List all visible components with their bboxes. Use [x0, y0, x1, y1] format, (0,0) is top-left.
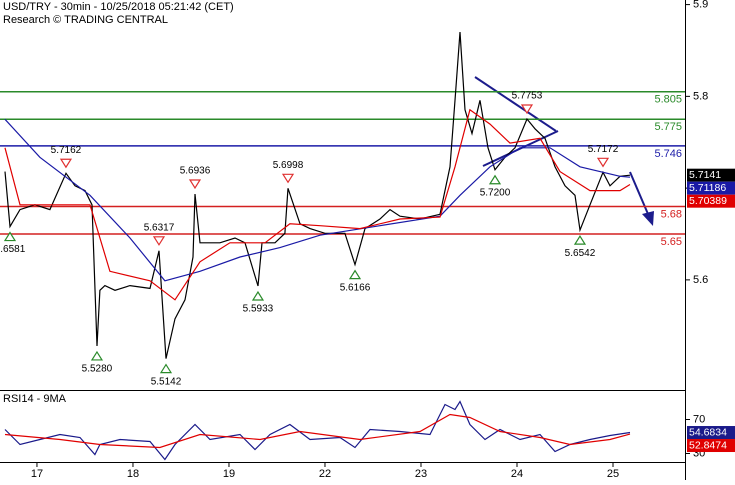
- marker-label: 5.7172: [588, 144, 619, 155]
- last-value-label: 54.6834: [689, 426, 727, 438]
- series-line: [4, 108, 631, 301]
- marker-label: 5.7162: [51, 145, 82, 156]
- high-marker: [596, 157, 610, 168]
- chart-subtitle: Research © TRADING CENTRAL: [3, 14, 168, 26]
- last-value-label: 52.8474: [689, 439, 727, 451]
- chart-title: USD/TRY - 30min - 10/25/2018 05:21:42 (C…: [3, 1, 234, 13]
- marker-label: 5.7753: [512, 91, 543, 102]
- last-value-label: 5.7141: [689, 169, 721, 181]
- low-marker: [488, 174, 502, 185]
- low-marker: [90, 350, 104, 361]
- last-value-box: [687, 426, 735, 440]
- series-line: [4, 118, 631, 282]
- level-label: 5.68: [661, 208, 682, 220]
- marker-label: 5.6317: [144, 222, 175, 233]
- y-tick-label: 5.6: [693, 274, 708, 286]
- last-value-box: [687, 181, 735, 195]
- low-marker: [251, 290, 265, 301]
- x-tick-label: 23: [415, 468, 427, 480]
- y-tick-label: 70: [693, 413, 705, 425]
- forecast-arrow-head: [642, 211, 654, 226]
- series-line: [4, 32, 631, 359]
- x-tick-label: 17: [31, 468, 43, 480]
- x-tick-label: 19: [223, 468, 235, 480]
- marker-label: 5.5280: [82, 364, 113, 375]
- trendline-upper: [474, 76, 557, 132]
- triangle-pattern: [474, 76, 654, 226]
- rsi-title: RSI14 - 9MA: [3, 393, 67, 405]
- high-marker: [152, 236, 166, 246]
- marker-label: 5.5142: [151, 376, 182, 387]
- low-marker: [159, 363, 173, 374]
- trendline-lower: [482, 130, 559, 167]
- high-marker: [520, 104, 534, 115]
- marker-label: 5.6542: [565, 248, 596, 259]
- level-label: 5.746: [654, 148, 682, 160]
- marker-label: 5.6166: [340, 282, 371, 293]
- low-marker: [348, 269, 362, 280]
- low-marker: [3, 231, 17, 242]
- last-value-label: 5.70389: [689, 195, 727, 207]
- x-tick-label: 25: [607, 468, 619, 480]
- high-marker: [59, 158, 73, 169]
- x-tick-label: 24: [511, 468, 523, 480]
- y-tick-label: 5.8: [693, 90, 708, 102]
- level-label: 5.805: [654, 94, 682, 106]
- last-value-box: [687, 439, 735, 453]
- level-label: 5.775: [654, 121, 682, 133]
- last-value-box: [687, 194, 735, 208]
- high-marker: [281, 173, 295, 184]
- marker-label: 5.7200: [480, 187, 511, 198]
- high-marker: [188, 179, 202, 190]
- low-marker: [573, 235, 587, 245]
- last-value-box: [687, 168, 735, 182]
- series-line: [4, 413, 631, 449]
- level-label: 5.65: [661, 236, 682, 248]
- marker-label: 5.6998: [273, 160, 304, 171]
- marker-label: 5.5933: [243, 304, 274, 315]
- last-value-label: 5.71186: [689, 182, 726, 194]
- marker-label: 5.6936: [180, 166, 211, 177]
- marker-label: 5.6581: [0, 244, 26, 255]
- y-tick-label: 5.9: [693, 0, 708, 10]
- series-line: [4, 400, 631, 461]
- x-tick-label: 18: [127, 468, 139, 480]
- x-tick-label: 22: [319, 468, 331, 480]
